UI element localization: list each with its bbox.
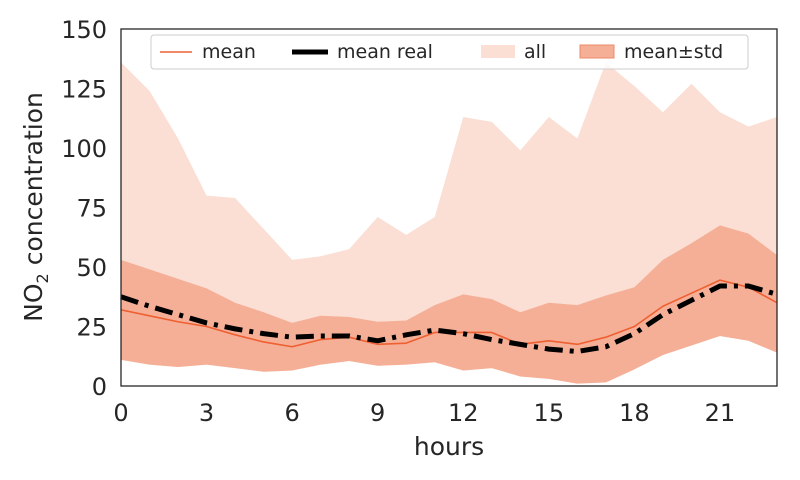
x-tick-label: 18	[619, 399, 650, 427]
y-tick-label: 0	[92, 373, 107, 401]
x-tick-label: 9	[370, 399, 385, 427]
band-mean-pm-std	[121, 225, 777, 384]
plot-frame	[120, 28, 778, 387]
legend: mean mean real all mean±std	[150, 34, 749, 70]
y-tick-label: 50	[76, 254, 107, 282]
x-tick-label: 21	[705, 399, 736, 427]
y-tick-label: 125	[61, 76, 107, 104]
legend-mean-real-label: mean real	[337, 41, 433, 63]
x-axis-label: hours	[414, 432, 484, 461]
y-tick-label: 75	[76, 195, 107, 223]
x-ticks: 0 3 6 9 12 15 18 21	[113, 399, 735, 427]
y-axis-label-main: NO	[19, 283, 48, 321]
y-axis-label-subscript: 2	[33, 273, 52, 283]
legend-mean-std-label: mean±std	[624, 41, 723, 63]
y-tick-label: 100	[61, 135, 107, 163]
line-mean-real	[120, 283, 778, 354]
y-ticks: 0 25 50 75 100 125 150	[61, 16, 107, 401]
y-tick-label: 25	[76, 314, 107, 342]
legend-mean-std-swatch	[579, 44, 615, 59]
x-tick-label: 15	[534, 399, 565, 427]
lines-layer	[120, 279, 778, 354]
bands-layer	[121, 62, 777, 384]
x-tick-label: 3	[199, 399, 214, 427]
y-axis-label: NO2 concentration	[19, 92, 52, 322]
legend-mean-label: mean	[202, 41, 256, 63]
x-tick-label: 12	[448, 399, 479, 427]
legend-box	[150, 34, 749, 70]
y-axis-label-rest: concentration	[19, 92, 48, 273]
x-tick-label: 0	[113, 399, 128, 427]
legend-all-swatch	[481, 45, 515, 58]
x-tick-label: 6	[284, 399, 299, 427]
legend-all-label: all	[524, 41, 546, 63]
y-tick-label: 150	[61, 16, 107, 44]
